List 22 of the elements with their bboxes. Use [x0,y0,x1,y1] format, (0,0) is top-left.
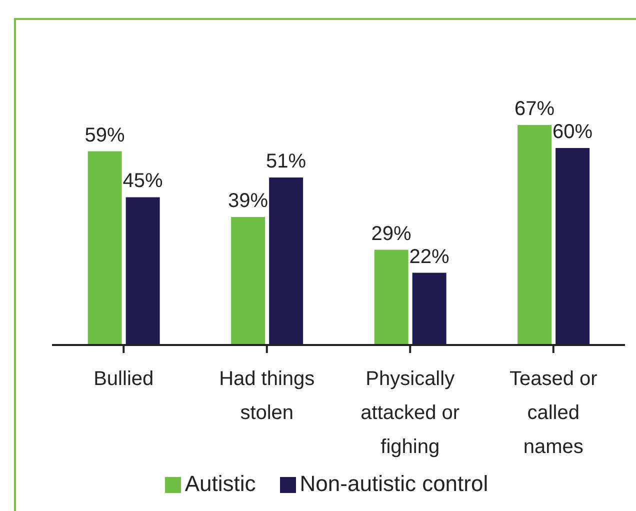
data-label: 51% [266,150,306,173]
bar [269,178,304,345]
x-tick-label: Physically attacked or fighing [360,368,460,458]
bar [412,272,446,345]
bar [374,250,408,345]
bar [231,216,266,345]
bar [556,148,590,345]
data-label: 67% [514,98,555,120]
data-label: 60% [552,120,593,143]
bar [518,125,552,345]
data-label: 59% [84,124,126,146]
data-label: 22% [409,246,450,268]
legend-label: Non-autistic control [300,471,488,496]
x-tick-label: Teased or called names [509,368,598,458]
legend-label: Autistic [184,471,256,496]
bar [88,151,122,345]
x-tick-label: Bullied [94,368,154,390]
data-label: 45% [122,170,164,192]
bar [126,197,160,345]
data-label: 29% [371,222,412,245]
x-tick-label: Had things stolen [219,368,315,424]
data-label: 39% [228,190,268,212]
